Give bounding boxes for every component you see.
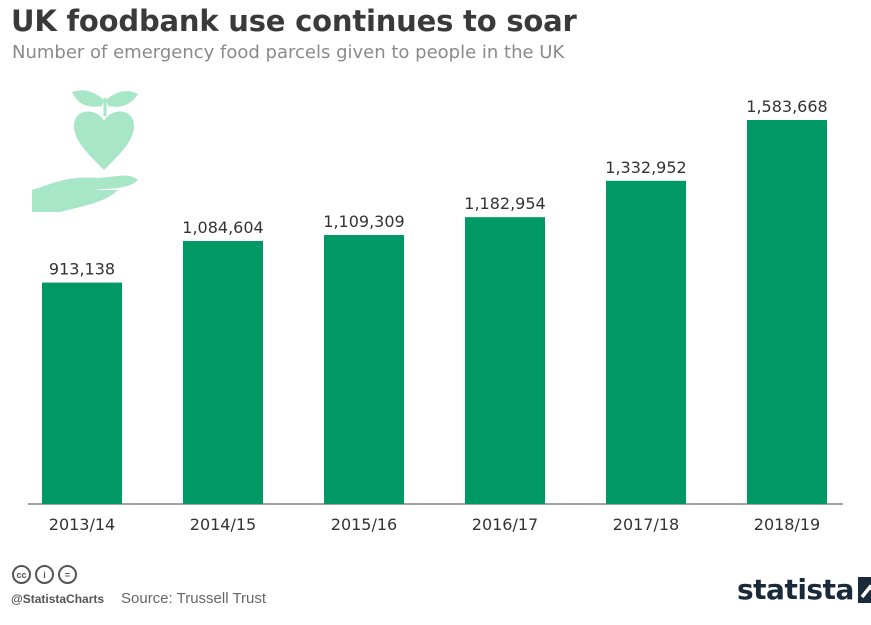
- value-label-2013/14: 913,138: [49, 260, 115, 279]
- bars-group: [42, 120, 827, 505]
- bar-chart: 913,138 1,084,604 1,109,309 1,182,954 1,332,…: [28, 90, 843, 534]
- statista-logo: statista: [737, 573, 871, 606]
- chart-title: UK foodbank use continues to soar: [11, 4, 577, 38]
- statista-handle: @StatistaCharts: [11, 592, 105, 606]
- cc-icon: cc: [12, 565, 31, 584]
- x-tick-label-2014/15: 2014/15: [190, 515, 256, 534]
- no-derivatives-icon: =: [58, 565, 77, 584]
- bar-2017/18: [606, 180, 686, 505]
- value-label-2018/19: 1,583,668: [746, 97, 827, 116]
- chart-subtitle: Number of emergency food parcels given t…: [12, 42, 565, 63]
- attribution-icon: i: [35, 565, 54, 584]
- statista-logo-text: statista: [737, 573, 854, 606]
- x-tick-label-2017/18: 2017/18: [613, 515, 679, 534]
- value-label-2016/17: 1,182,954: [464, 194, 545, 213]
- plant-hand-icon: [32, 90, 138, 212]
- statista-logo-icon: [857, 576, 871, 603]
- bar-2018/19: [747, 120, 827, 504]
- license-icons: cc i =: [12, 565, 77, 584]
- value-label-2014/15: 1,084,604: [182, 218, 263, 237]
- value-label-2015/16: 1,109,309: [323, 212, 404, 231]
- x-tick-label-2018/19: 2018/19: [754, 515, 820, 534]
- bar-2016/17: [465, 217, 545, 504]
- x-tick-label-2015/16: 2015/16: [331, 515, 397, 534]
- value-labels-group: 913,138 1,084,604 1,109,309 1,182,954 1,332,…: [49, 97, 828, 279]
- source-note: Source: Trussell Trust: [121, 590, 267, 607]
- bar-2013/14: [42, 282, 122, 504]
- x-tick-labels-group: 2013/14 2014/15 2015/16 2016/17 2017/18 2018/…: [49, 515, 820, 534]
- value-label-2017/18: 1,332,952: [605, 158, 686, 177]
- x-tick-label-2016/17: 2016/17: [472, 515, 538, 534]
- bar-2014/15: [183, 241, 263, 505]
- x-tick-label-2013/14: 2013/14: [49, 515, 115, 534]
- bar-2015/16: [324, 235, 404, 504]
